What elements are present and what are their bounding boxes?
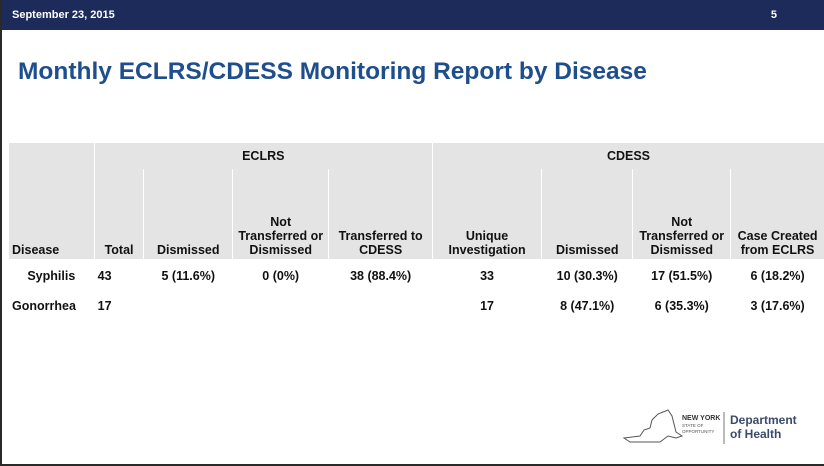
table-cell: 8 (47.1%): [541, 293, 633, 319]
date: September 23, 2015: [12, 9, 115, 21]
table-cell: 3 (17.6%): [730, 293, 824, 319]
column-header: Dismissed: [541, 169, 633, 259]
logo-dept: of Health: [730, 427, 781, 441]
group-row: ECLRS CDESS: [8, 143, 824, 169]
group-header: ECLRS: [93, 143, 433, 169]
table-cell: 38 (88.4%): [328, 259, 433, 293]
table-cell: [143, 293, 233, 319]
empty-cell: [8, 143, 95, 169]
table-cell: 43: [93, 259, 144, 293]
column-header: Total: [93, 169, 144, 259]
table-cell: 10 (30.3%): [541, 259, 633, 293]
logo-sub: STATE OF: [682, 423, 704, 428]
logo-sub: OPPORTUNITY: [682, 429, 714, 434]
table-cell: 33: [431, 259, 542, 293]
table-cell: [232, 293, 329, 319]
group-header: CDESS: [431, 143, 824, 169]
table-cell: [328, 293, 433, 319]
state-outline: [622, 409, 684, 443]
table-cell: 17: [93, 293, 144, 319]
table-row: Gonorrhea 17 17 8 (47.1%) 6 (35.3%) 3 (17.6%): [8, 293, 824, 319]
header-bar: September 23, 2015 5: [2, 0, 824, 30]
logo: NEW YORK STATE OF OPPORTUNITY Department…: [622, 409, 797, 444]
slide-title: Monthly ECLRS/CDESS Monitoring Report by…: [18, 58, 647, 85]
table-cell: Gonorrhea: [8, 293, 95, 319]
column-header: Disease: [8, 169, 95, 259]
table-cell: 6 (18.2%): [730, 259, 824, 293]
column-row: Disease Total Dismissed Not Transferred or …: [8, 169, 824, 259]
logo-state: NEW YORK: [682, 415, 720, 422]
table-cell: 6 (35.3%): [632, 293, 731, 319]
column-header: Unique Investigation: [431, 169, 542, 259]
column-header: Case Created from ECLRS: [730, 169, 824, 259]
table-cell: 0 (0%): [232, 259, 329, 293]
column-header: Not Transferred or Dismissed: [632, 169, 731, 259]
table-cell: Syphilis: [8, 259, 95, 293]
table-cell: 17 (51.5%): [632, 259, 731, 293]
report-table: ECLRS CDESS Disease Total Dismissed Not Trans…: [8, 143, 824, 319]
column-header: Not Transferred or Dismissed: [232, 169, 329, 259]
column-header: Transferred to CDESS: [328, 169, 433, 259]
column-header: Dismissed: [143, 169, 233, 259]
table-row: Syphilis 43 5 (11.6%) 0 (0%) 38 (88.4%) 33 10 …: [8, 259, 824, 293]
page-number: 5: [770, 9, 777, 21]
table-cell: 17: [431, 293, 542, 319]
logo-dept: Department: [730, 413, 797, 427]
table-cell: 5 (11.6%): [143, 259, 233, 293]
